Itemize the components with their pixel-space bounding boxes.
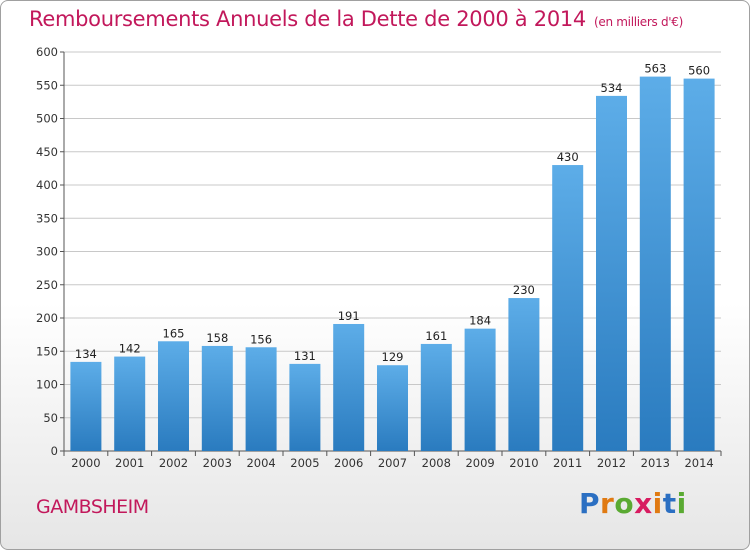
- data-label-2002: 165: [163, 326, 185, 340]
- x-tick-label-2012: 2012: [597, 456, 626, 470]
- logo-letter: t: [662, 487, 677, 520]
- y-tick-label: 250: [36, 278, 58, 292]
- bar-2005: [289, 363, 321, 451]
- bar-2002: [158, 341, 189, 451]
- x-tick-label-2006: 2006: [334, 456, 363, 470]
- commune-name: GAMBSHEIM: [36, 496, 149, 518]
- bar-2013: [639, 76, 671, 451]
- bar-2006: [333, 323, 365, 451]
- data-label-2014: 560: [688, 64, 710, 78]
- data-label-2007: 129: [382, 350, 404, 364]
- y-tick-label: 200: [36, 311, 58, 325]
- y-tick-label: 600: [36, 45, 58, 59]
- x-tick-label-2001: 2001: [115, 456, 144, 470]
- y-tick-label: 400: [36, 178, 58, 192]
- y-tick-label: 300: [36, 245, 58, 259]
- data-label-2005: 131: [294, 349, 316, 363]
- proxiti-logo: Proxiti: [579, 487, 687, 520]
- logo-letter: P: [579, 487, 601, 520]
- bar-2011: [552, 165, 584, 452]
- data-label-2013: 563: [644, 62, 666, 76]
- data-label-2004: 156: [250, 332, 272, 346]
- x-tick-label-2008: 2008: [422, 456, 451, 470]
- logo-letter: o: [614, 487, 635, 520]
- bars: [70, 76, 715, 452]
- data-labels: 134 142 165 158 156 131 191 129 161 184 230 430 534 5…: [75, 62, 710, 365]
- x-tick-label-2013: 2013: [641, 456, 670, 470]
- chart-title: Remboursements Annuels de la Dette de 20…: [29, 7, 683, 31]
- chart-title-text: Remboursements Annuels de la Dette de 20…: [29, 7, 586, 31]
- data-label-2010: 230: [513, 283, 535, 297]
- logo-letter: x: [634, 487, 653, 520]
- y-tick-label: 0: [51, 444, 58, 458]
- logo-letter: r: [600, 487, 615, 520]
- bar-2004: [245, 347, 277, 451]
- bar-2000: [70, 361, 102, 451]
- y-tick-label: 550: [36, 78, 58, 92]
- data-label-2009: 184: [469, 314, 491, 328]
- axes: 0 50 100 150 200 250 300 350 400 450 500 550 600 2000…: [36, 45, 722, 470]
- x-tick-label-2011: 2011: [553, 456, 582, 470]
- x-tick-label-2005: 2005: [290, 456, 319, 470]
- x-tick-label-2009: 2009: [465, 456, 494, 470]
- bar-2014: [683, 78, 715, 451]
- data-label-2003: 158: [206, 331, 228, 345]
- x-tick-label-2004: 2004: [246, 456, 275, 470]
- x-tick-label-2010: 2010: [509, 456, 538, 470]
- bar-2001: [114, 356, 146, 451]
- y-tick-label: 450: [36, 145, 58, 159]
- y-tick-label: 350: [36, 211, 58, 225]
- bar-2010: [508, 298, 540, 451]
- bar-2008: [420, 343, 452, 451]
- data-label-2008: 161: [425, 329, 447, 343]
- data-label-2001: 142: [119, 342, 141, 356]
- bar-2009: [464, 328, 496, 451]
- data-label-2011: 430: [557, 150, 579, 164]
- y-tick-label: 100: [36, 378, 58, 392]
- bar-2012: [596, 95, 627, 451]
- chart-unit: (en milliers d'€): [594, 15, 684, 29]
- bar-2007: [377, 365, 408, 451]
- y-tick-label: 150: [36, 344, 58, 358]
- bar-2003: [201, 345, 233, 451]
- data-label-2000: 134: [75, 347, 97, 361]
- logo-letter: i: [652, 487, 663, 520]
- x-tick-label-2002: 2002: [159, 456, 188, 470]
- data-label-2006: 191: [338, 309, 360, 323]
- x-tick-label-2003: 2003: [203, 456, 232, 470]
- y-tick-label: 500: [36, 112, 58, 126]
- logo-letter: i: [676, 487, 687, 520]
- x-tick-label-2014: 2014: [684, 456, 713, 470]
- x-tick-label-2000: 2000: [71, 456, 100, 470]
- data-label-2012: 534: [601, 81, 623, 95]
- y-tick-label: 50: [43, 411, 58, 425]
- x-tick-label-2007: 2007: [378, 456, 407, 470]
